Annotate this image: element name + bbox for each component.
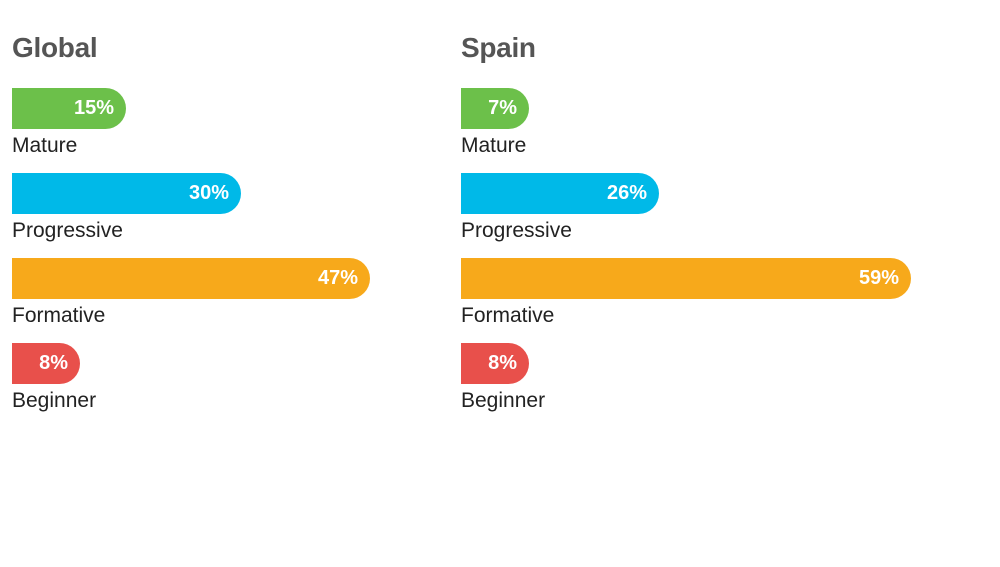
chart-title-spain: Spain <box>461 32 536 63</box>
global-bar-formative: 47% <box>12 258 370 299</box>
spain-label-mature: Mature <box>461 134 527 157</box>
global-value-beginner: 8% <box>39 352 68 374</box>
global-row-formative: 47% Formative <box>12 258 472 343</box>
global-value-progressive: 30% <box>188 182 229 204</box>
spain-row-progressive: 26% Progressive <box>461 173 921 258</box>
spain-label-formative: Formative <box>461 304 555 327</box>
chart-title-global: Global <box>12 32 98 63</box>
spain-value-formative: 59% <box>858 267 899 289</box>
spain-bar-formative: 59% <box>461 258 911 299</box>
global-label-formative: Formative <box>12 304 106 327</box>
spain-bars: 7% Mature 26% Progressive 59% Formative 8% Begi… <box>461 88 921 428</box>
spain-label-beginner: Beginner <box>461 389 546 412</box>
spain-value-mature: 7% <box>488 97 517 119</box>
global-value-formative: 47% <box>317 267 358 289</box>
spain-row-formative: 59% Formative <box>461 258 921 343</box>
spain-row-mature: 7% Mature <box>461 88 921 173</box>
global-label-beginner: Beginner <box>12 389 97 412</box>
spain-chart: Spain 7% Mature 26% Progressive 59% Formative… <box>461 28 921 428</box>
global-label-mature: Mature <box>12 134 78 157</box>
global-bar-progressive: 30% <box>12 173 241 214</box>
spain-bar-beginner: 8% <box>461 343 529 384</box>
global-label-progressive: Progressive <box>12 219 123 242</box>
global-row-beginner: 8% Beginner <box>12 343 472 428</box>
spain-bar-mature: 7% <box>461 88 529 129</box>
global-row-mature: 15% Mature <box>12 88 472 173</box>
global-bar-mature: 15% <box>12 88 126 129</box>
global-row-progressive: 30% Progressive <box>12 173 472 258</box>
spain-row-beginner: 8% Beginner <box>461 343 921 428</box>
global-value-mature: 15% <box>73 97 114 119</box>
global-bar-beginner: 8% <box>12 343 80 384</box>
spain-value-beginner: 8% <box>488 352 517 374</box>
spain-bar-progressive: 26% <box>461 173 659 214</box>
global-bars: 15% Mature 30% Progressive 47% Formative 8% Beg… <box>12 88 472 428</box>
spain-label-progressive: Progressive <box>461 219 572 242</box>
spain-value-progressive: 26% <box>606 182 647 204</box>
global-chart: Global 15% Mature 30% Progressive 47% Formati… <box>12 28 472 428</box>
